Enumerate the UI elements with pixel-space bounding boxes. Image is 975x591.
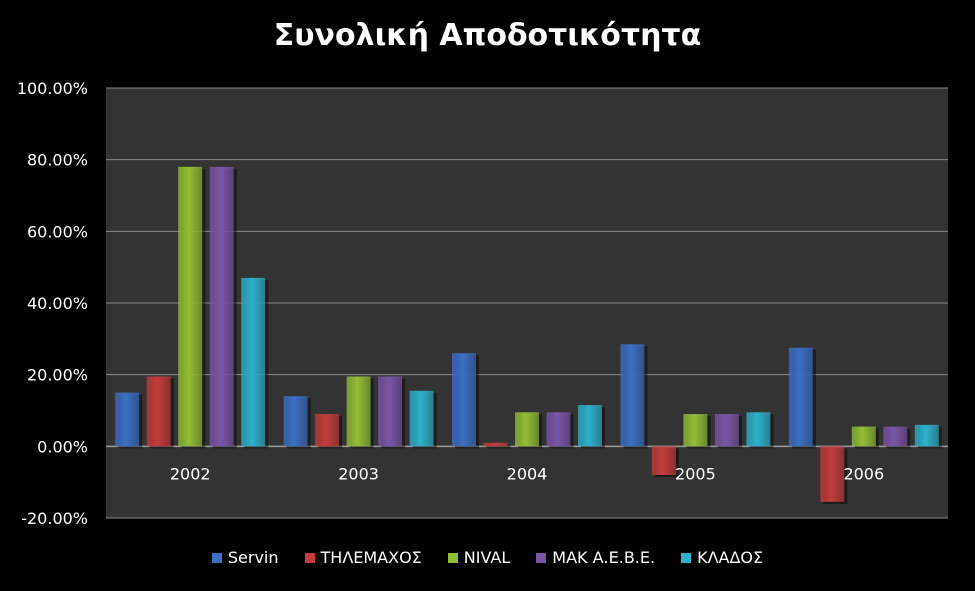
legend-item: ΤΗΛΕΜΑΧΟΣ: [304, 548, 422, 567]
y-tick-label: 0.00%: [37, 437, 88, 456]
bar-ΜΑΚ Α.Ε.Β.Ε.-2005: [714, 414, 739, 447]
x-tick-label: 2005: [675, 464, 716, 483]
legend-swatch: [211, 552, 222, 563]
legend-swatch: [304, 552, 315, 563]
legend-swatch: [536, 552, 547, 563]
bar-ΜΑΚ Α.Ε.Β.Ε.-2003: [378, 376, 403, 447]
bar-NIVAL-2002: [178, 166, 203, 447]
legend-label: Servin: [227, 548, 279, 567]
x-tick-label: 2003: [338, 464, 379, 483]
x-tick-label: 2004: [507, 464, 548, 483]
y-tick-label: 40.00%: [27, 294, 88, 313]
bar-Servin-2004: [452, 353, 476, 447]
legend-item: ΚΛΑΔΟΣ: [681, 548, 763, 567]
bar-ΚΛΑΔΟΣ-2005: [746, 412, 771, 447]
bar-NIVAL-2003: [346, 376, 371, 447]
legend-item: NIVAL: [447, 548, 511, 567]
legend-label: ΚΛΑΔΟΣ: [697, 548, 764, 567]
bar-Servin-2002: [115, 392, 140, 447]
y-tick-label: 60.00%: [27, 222, 88, 241]
bar-ΚΛΑΔΟΣ-2006: [914, 424, 939, 447]
bar-ΜΑΚ Α.Ε.Β.Ε.-2004: [546, 412, 571, 447]
bar-ΜΑΚ Α.Ε.Β.Ε.-2002: [209, 166, 234, 447]
bar-ΚΛΑΔΟΣ-2003: [409, 390, 434, 447]
legend-label: NIVAL: [463, 548, 511, 567]
bar-ΤΗΛΕΜΑΧΟΣ-2002: [146, 376, 171, 447]
legend-label: ΤΗΛΕΜΑΧΟΣ: [320, 548, 422, 567]
bar-ΚΛΑΔΟΣ-2002: [241, 277, 266, 447]
y-tick-label: 100.00%: [17, 79, 88, 98]
bar-Servin-2003: [283, 396, 308, 447]
bar-shadow: [486, 444, 511, 449]
bar-ΤΗΛΕΜΑΧΟΣ-2005: [651, 446, 676, 475]
x-tick-label: 2002: [170, 464, 211, 483]
legend-swatch: [447, 552, 458, 563]
bar-ΤΗΛΕΜΑΧΟΣ-2004: [483, 442, 508, 447]
bar-NIVAL-2004: [515, 412, 539, 447]
bar-NIVAL-2006: [851, 426, 876, 447]
bar-ΤΗΛΕΜΑΧΟΣ-2006: [820, 446, 845, 502]
x-tick-label: 2006: [843, 464, 884, 483]
legend-item: Servin: [211, 548, 279, 567]
bar-ΚΛΑΔΟΣ-2004: [578, 405, 602, 447]
legend-swatch: [681, 552, 692, 563]
chart-title: Συνολική Αποδοτικότητα: [273, 18, 702, 53]
legend-label: ΜΑΚ Α.Ε.Β.Ε.: [552, 548, 656, 567]
chart-legend: Servin ΤΗΛΕΜΑΧΟΣ NIVAL ΜΑΚ Α.Ε.Β.Ε. ΚΛΑΔΟΣ: [0, 548, 975, 567]
bar-Servin-2006: [788, 347, 813, 447]
y-tick-label: -20.00%: [21, 509, 88, 528]
y-tick-label: 80.00%: [27, 151, 88, 170]
y-tick-label: 20.00%: [27, 366, 88, 385]
bar-Servin-2005: [620, 344, 645, 447]
bar-NIVAL-2005: [683, 414, 708, 447]
bar-ΤΗΛΕΜΑΧΟΣ-2003: [315, 414, 340, 447]
legend-item: ΜΑΚ Α.Ε.Β.Ε.: [536, 548, 655, 567]
bar-ΜΑΚ Α.Ε.Β.Ε.-2006: [883, 426, 908, 447]
